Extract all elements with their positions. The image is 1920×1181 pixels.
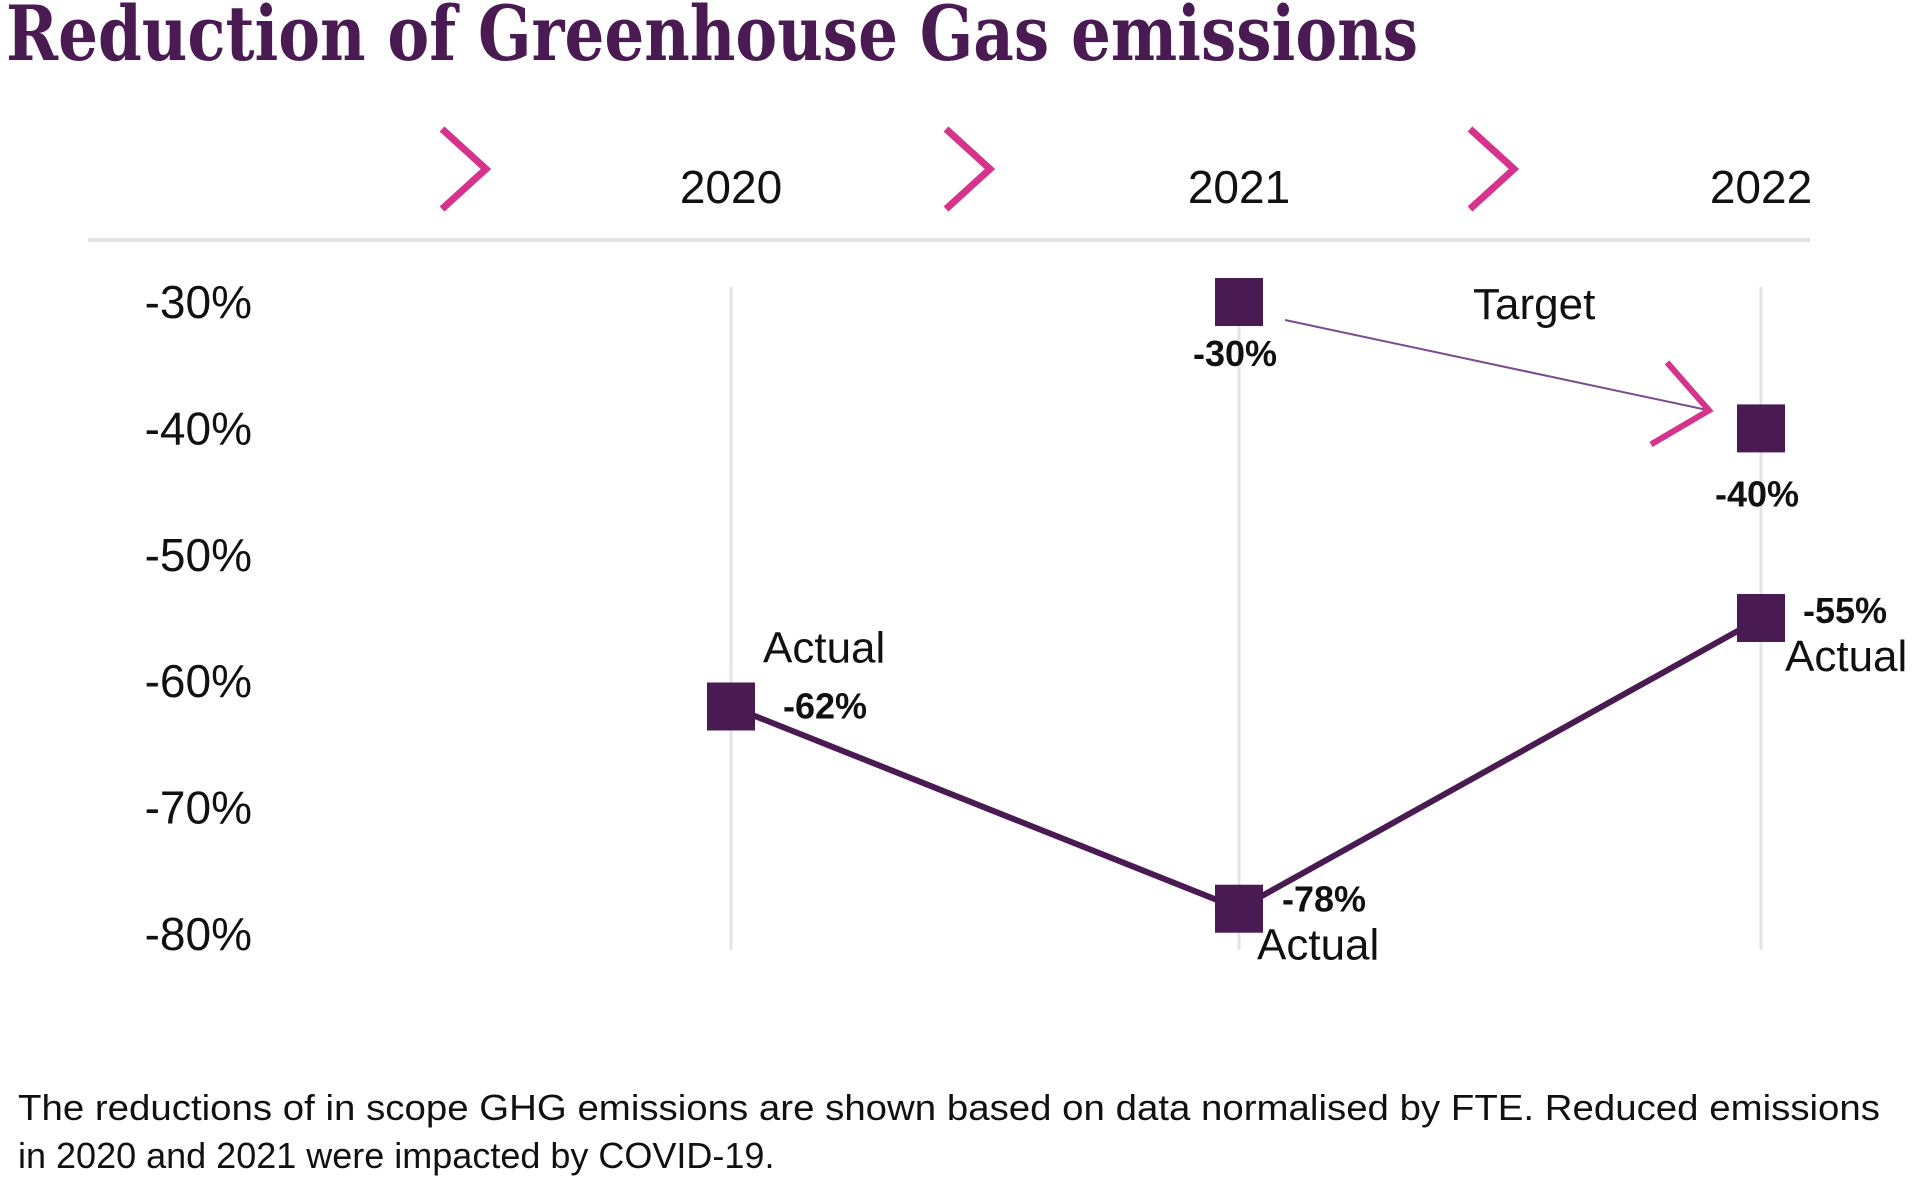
target-series-label: Target xyxy=(1473,280,1595,329)
value-label-2022-target: -40% xyxy=(1715,473,1799,514)
actual-label-2022: Actual xyxy=(1785,632,1907,681)
actual-label-2021: Actual xyxy=(1257,921,1379,970)
y-axis-ticks: -30% -40% -50% -60% -70% -80% xyxy=(145,276,252,960)
target-arrow-chevron-icon xyxy=(1649,360,1714,447)
footnote-line: in 2020 and 2021 were impacted by COVID-… xyxy=(18,1135,774,1176)
gridlines xyxy=(729,287,1763,950)
actual-label-2020: Actual xyxy=(763,623,885,672)
value-label-2022-actual: -55% xyxy=(1803,590,1887,631)
actual-marker-2021 xyxy=(1215,884,1263,933)
footnote-line: The reductions of in scope GHG emissions… xyxy=(18,1087,1880,1128)
year-header: 2020 2021 2022 xyxy=(439,126,1812,213)
year-label-2021: 2021 xyxy=(1188,161,1290,213)
y-tick-label: -80% xyxy=(145,908,252,960)
value-label-2021-target: -30% xyxy=(1193,333,1277,374)
y-tick-label: -50% xyxy=(145,529,252,581)
actual-marker-2022 xyxy=(1737,594,1785,642)
year-label-2022: 2022 xyxy=(1710,161,1812,213)
y-tick-label: -60% xyxy=(145,655,252,707)
y-tick-label: -30% xyxy=(145,276,252,328)
target-series-line xyxy=(1284,319,1710,412)
y-tick-label: -40% xyxy=(145,402,252,454)
value-label-2021-actual: -78% xyxy=(1282,879,1366,920)
target-marker-2021 xyxy=(1215,278,1263,326)
chart-title: Reduction of Greenhouse Gas emissions xyxy=(6,0,1418,78)
value-label-2020-actual: -62% xyxy=(783,685,867,726)
data-labels: Actual-62%-78%Actual-55%Actual-30%-40%Ta… xyxy=(763,280,1907,970)
y-tick-label: -70% xyxy=(145,782,252,834)
actual-series-line xyxy=(729,615,1763,912)
actual-marker-2020 xyxy=(707,682,755,731)
target-marker-2022 xyxy=(1737,404,1785,453)
series-layer xyxy=(707,278,1785,933)
chevron-icon xyxy=(1467,126,1520,212)
year-label-2020: 2020 xyxy=(680,161,782,213)
chevron-icon xyxy=(439,126,492,212)
footnote: The reductions of in scope GHG emissions… xyxy=(18,1087,1880,1176)
chevron-icon xyxy=(943,126,996,212)
